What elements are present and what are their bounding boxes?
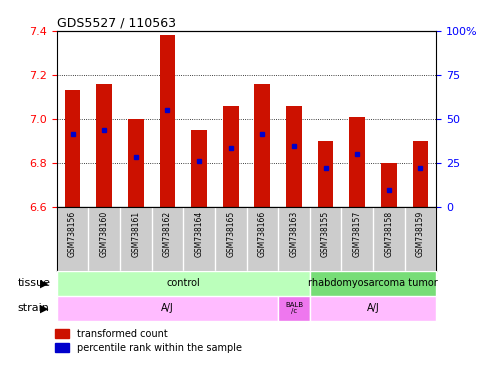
Bar (254, 84, 270, 207)
Bar (223, 106, 239, 207)
Text: rhabdomyosarcoma tumor: rhabdomyosarcoma tumor (308, 278, 438, 288)
Text: GSM738164: GSM738164 (195, 210, 204, 257)
Text: GSM738165: GSM738165 (226, 210, 235, 257)
Bar (310, 271, 436, 296)
Bar (57, 296, 278, 321)
Text: percentile rank within the sample: percentile rank within the sample (77, 343, 242, 353)
Bar (57, 271, 310, 296)
Text: GSM738163: GSM738163 (289, 210, 298, 257)
Text: A/J: A/J (161, 303, 174, 313)
Bar (96, 84, 112, 207)
Bar (160, 35, 176, 207)
Bar (65, 90, 80, 207)
Text: GSM738156: GSM738156 (68, 210, 77, 257)
Bar (286, 106, 302, 207)
Text: GSM738161: GSM738161 (131, 210, 141, 257)
Text: control: control (166, 278, 200, 288)
Text: ▶: ▶ (40, 303, 49, 313)
Text: BALB
/c: BALB /c (285, 302, 303, 314)
Bar (310, 296, 436, 321)
Bar (55, 343, 69, 352)
Text: GDS5527 / 110563: GDS5527 / 110563 (57, 17, 176, 30)
Bar (317, 141, 333, 207)
Text: GSM738158: GSM738158 (385, 210, 393, 257)
Bar (191, 130, 207, 207)
Text: GSM738155: GSM738155 (321, 210, 330, 257)
Text: strain: strain (17, 303, 49, 313)
Text: GSM738166: GSM738166 (258, 210, 267, 257)
Bar (128, 119, 143, 207)
Bar (413, 141, 428, 207)
Text: GSM738159: GSM738159 (416, 210, 425, 257)
Bar (55, 329, 69, 338)
Text: transformed count: transformed count (77, 329, 168, 339)
Bar (350, 117, 365, 207)
Text: A/J: A/J (367, 303, 380, 313)
Text: tissue: tissue (17, 278, 50, 288)
Text: ▶: ▶ (40, 278, 49, 288)
Text: GSM738162: GSM738162 (163, 210, 172, 257)
Text: GSM738160: GSM738160 (100, 210, 108, 257)
Bar (381, 163, 397, 207)
Bar (278, 296, 310, 321)
Text: GSM738157: GSM738157 (352, 210, 362, 257)
